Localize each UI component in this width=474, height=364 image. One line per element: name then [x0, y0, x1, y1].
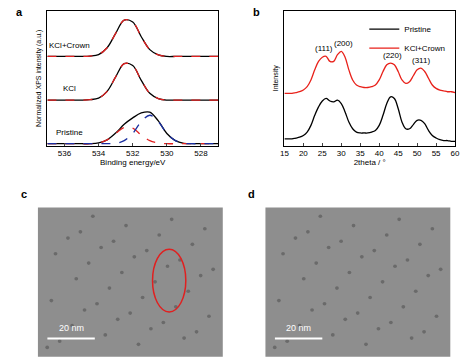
svg-text:30: 30 [337, 149, 346, 158]
svg-text:Normalized XPS intensity (a.u.: Normalized XPS intensity (a.u.) [35, 30, 43, 127]
svg-text:50: 50 [413, 149, 422, 158]
svg-text:45: 45 [394, 149, 403, 158]
svg-text:a: a [16, 6, 23, 18]
svg-text:15: 15 [280, 149, 289, 158]
svg-text:d: d [248, 188, 255, 200]
svg-text:Intensity: Intensity [272, 65, 280, 92]
svg-text:528: 528 [194, 149, 208, 158]
svg-text:Pristine: Pristine [404, 25, 431, 34]
svg-text:b: b [253, 6, 260, 18]
svg-text:35: 35 [356, 149, 365, 158]
svg-text:Binding energy/eV: Binding energy/eV [100, 158, 166, 167]
svg-text:(111): (111) [315, 44, 333, 53]
svg-text:20 nm: 20 nm [286, 323, 311, 333]
svg-text:55: 55 [432, 149, 441, 158]
svg-text:25: 25 [318, 149, 327, 158]
svg-text:(200): (200) [334, 39, 353, 48]
svg-text:40: 40 [375, 149, 384, 158]
svg-text:(311): (311) [412, 56, 430, 65]
svg-text:60: 60 [451, 149, 460, 158]
svg-text:532: 532 [126, 149, 140, 158]
svg-text:KCl+Crown: KCl+Crown [404, 44, 445, 53]
svg-text:KCl+Crown: KCl+Crown [49, 41, 90, 50]
svg-text:534: 534 [92, 149, 106, 158]
svg-text:Pristine: Pristine [56, 128, 83, 137]
svg-text:(220): (220) [383, 51, 402, 60]
svg-text:2theta / °: 2theta / ° [354, 158, 386, 167]
svg-text:KCl: KCl [63, 84, 76, 93]
svg-text:530: 530 [160, 149, 174, 158]
svg-text:20: 20 [299, 149, 308, 158]
svg-text:20 nm: 20 nm [59, 323, 84, 333]
svg-text:c: c [21, 188, 27, 200]
svg-text:536: 536 [58, 149, 72, 158]
